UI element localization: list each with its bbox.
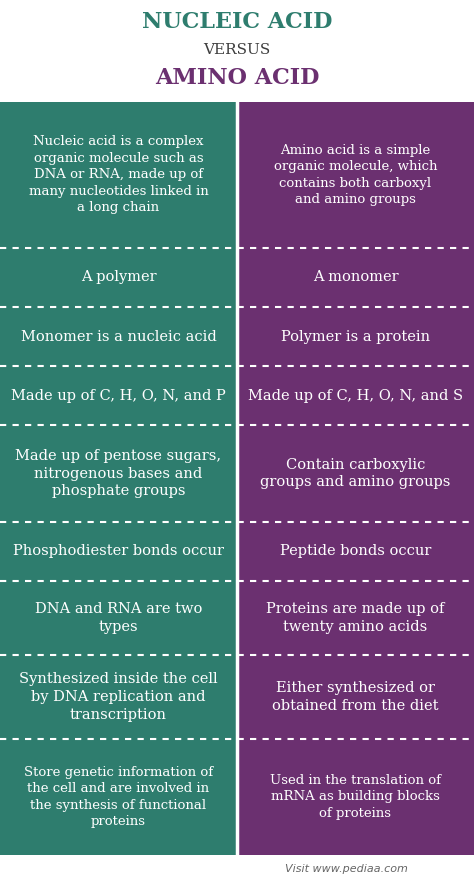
FancyBboxPatch shape [237, 522, 474, 581]
Text: AMINO ACID: AMINO ACID [155, 67, 319, 89]
Text: Synthesized inside the cell
by DNA replication and
transcription: Synthesized inside the cell by DNA repli… [19, 672, 218, 722]
Text: Either synthesized or
obtained from the diet: Either synthesized or obtained from the … [272, 681, 439, 713]
FancyBboxPatch shape [237, 425, 474, 522]
Text: Monomer is a nucleic acid: Monomer is a nucleic acid [21, 330, 216, 343]
Text: Made up of C, H, O, N, and P: Made up of C, H, O, N, and P [11, 389, 226, 403]
Text: A monomer: A monomer [313, 270, 398, 284]
Text: A polymer: A polymer [81, 270, 156, 284]
Text: Visit www.pediaa.com: Visit www.pediaa.com [284, 864, 408, 874]
Text: Amino acid is a simple
organic molecule, which
contains both carboxyl
and amino : Amino acid is a simple organic molecule,… [274, 143, 437, 206]
FancyBboxPatch shape [237, 307, 474, 366]
FancyBboxPatch shape [0, 581, 237, 655]
FancyBboxPatch shape [0, 425, 237, 522]
Text: Nucleic acid is a complex
organic molecule such as
DNA or RNA, made up of
many n: Nucleic acid is a complex organic molecu… [28, 136, 209, 215]
FancyBboxPatch shape [237, 366, 474, 425]
FancyBboxPatch shape [237, 581, 474, 655]
Text: Polymer is a protein: Polymer is a protein [281, 330, 430, 343]
Text: Peptide bonds occur: Peptide bonds occur [280, 545, 431, 559]
FancyBboxPatch shape [0, 102, 237, 248]
Text: Used in the translation of
mRNA as building blocks
of proteins: Used in the translation of mRNA as build… [270, 774, 441, 820]
FancyBboxPatch shape [237, 738, 474, 855]
FancyBboxPatch shape [0, 738, 237, 855]
Text: Made up of pentose sugars,
nitrogenous bases and
phosphate groups: Made up of pentose sugars, nitrogenous b… [16, 449, 221, 498]
Text: Proteins are made up of
twenty amino acids: Proteins are made up of twenty amino aci… [266, 602, 445, 634]
FancyBboxPatch shape [237, 102, 474, 248]
FancyBboxPatch shape [0, 307, 237, 366]
FancyBboxPatch shape [0, 522, 237, 581]
Text: Contain carboxylic
groups and amino groups: Contain carboxylic groups and amino grou… [260, 458, 451, 489]
FancyBboxPatch shape [0, 366, 237, 425]
Text: Store genetic information of
the cell and are involved in
the synthesis of funct: Store genetic information of the cell an… [24, 766, 213, 828]
Text: Made up of C, H, O, N, and S: Made up of C, H, O, N, and S [248, 389, 463, 403]
FancyBboxPatch shape [237, 655, 474, 738]
Text: Phosphodiester bonds occur: Phosphodiester bonds occur [13, 545, 224, 559]
FancyBboxPatch shape [237, 248, 474, 307]
Text: DNA and RNA are two
types: DNA and RNA are two types [35, 602, 202, 634]
Text: NUCLEIC ACID: NUCLEIC ACID [142, 11, 332, 33]
FancyBboxPatch shape [0, 248, 237, 307]
FancyBboxPatch shape [0, 655, 237, 738]
Text: VERSUS: VERSUS [203, 43, 271, 57]
